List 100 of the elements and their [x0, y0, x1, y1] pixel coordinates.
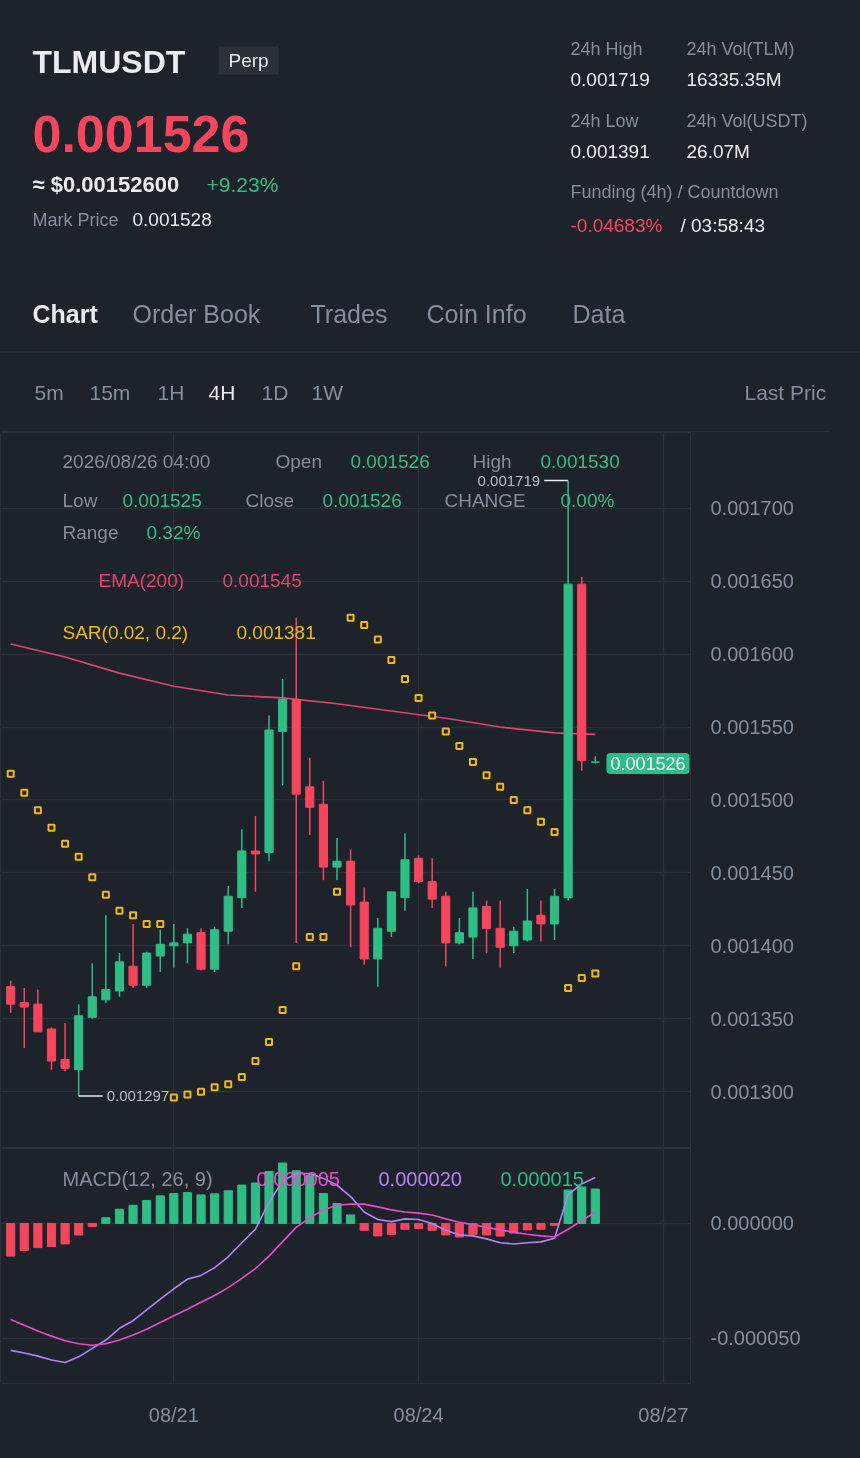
bar	[590, 1188, 600, 1224]
bar	[223, 1190, 233, 1224]
candlestick	[332, 837, 342, 881]
annotation: 0.32%	[146, 522, 201, 543]
point	[156, 919, 165, 928]
bar	[414, 1222, 424, 1230]
bar	[196, 1194, 206, 1224]
bar	[128, 1204, 138, 1224]
annotation: 0.001545	[222, 570, 302, 591]
text: Order Book	[132, 299, 261, 328]
point	[360, 620, 369, 629]
text: Coin Info	[426, 299, 527, 328]
bar	[155, 1195, 165, 1224]
point	[197, 1087, 206, 1096]
point	[61, 839, 70, 848]
text: 24h Low	[570, 110, 640, 131]
annotation: Low	[62, 490, 98, 511]
point	[550, 828, 559, 837]
point	[251, 1057, 260, 1066]
candlestick	[101, 914, 111, 1004]
candlestick	[522, 888, 532, 943]
line-series	[9, 643, 597, 736]
y-tick-label: 0.001650	[710, 570, 794, 593]
text: Funding (4h) / Countdown	[570, 181, 779, 202]
text: 15m	[89, 381, 131, 404]
bar	[237, 1184, 247, 1224]
bar	[373, 1222, 383, 1237]
point	[305, 933, 314, 942]
point	[400, 674, 409, 683]
bar	[400, 1222, 410, 1230]
point	[536, 817, 545, 826]
candlestick	[60, 1022, 70, 1072]
bar	[359, 1222, 369, 1231]
point	[142, 919, 151, 928]
candlestick	[19, 987, 29, 1049]
candlestick	[250, 815, 260, 893]
text: Mark Price	[32, 209, 119, 230]
point	[333, 887, 341, 896]
text: 0.001528	[132, 209, 212, 230]
bar	[522, 1222, 532, 1231]
point	[523, 806, 532, 815]
text: 0.001526	[32, 104, 250, 163]
bar	[19, 1222, 29, 1251]
text: +9.23%	[206, 173, 279, 196]
annotation: 0.001526	[322, 490, 402, 511]
bar	[182, 1192, 193, 1224]
bar	[87, 1222, 97, 1227]
text: Data	[572, 299, 626, 328]
point	[115, 906, 124, 915]
point	[346, 613, 355, 622]
point	[210, 1083, 219, 1092]
point	[292, 962, 301, 971]
candlestick	[6, 980, 16, 1014]
x-tick-label: 08/27	[638, 1403, 689, 1426]
candlestick	[414, 854, 424, 884]
point	[564, 984, 573, 993]
point	[101, 890, 110, 899]
annotation: 2026/08/26 04:00	[62, 451, 211, 472]
point	[265, 1038, 274, 1047]
x-tick-label: 08/24	[393, 1403, 444, 1426]
point	[482, 771, 491, 780]
text: -0.04683%	[570, 215, 663, 236]
candlestick	[427, 857, 437, 909]
annotation: 0.001525	[122, 490, 202, 511]
candlestick	[536, 899, 546, 943]
point	[88, 873, 97, 882]
point	[47, 823, 56, 832]
text: 4H	[208, 381, 236, 404]
point	[387, 655, 396, 664]
x-tick-label: 08/21	[148, 1403, 199, 1426]
point	[20, 788, 29, 797]
bar	[6, 1222, 16, 1257]
bar	[210, 1193, 220, 1224]
text: 26.07M	[686, 141, 750, 162]
point	[414, 693, 423, 702]
text: 1H	[157, 381, 185, 404]
candlestick	[454, 917, 464, 946]
text: 16335.35M	[686, 69, 782, 90]
annotation: 0.000015	[500, 1167, 584, 1190]
point	[319, 933, 328, 942]
candlestick	[87, 962, 97, 1020]
point	[33, 806, 42, 815]
annotation: Open	[275, 451, 322, 472]
point	[468, 758, 477, 767]
y-tick-label: 0.001600	[710, 643, 794, 666]
annotation: 0.001526	[350, 451, 430, 472]
annotation: High	[472, 451, 512, 472]
bar	[46, 1222, 57, 1247]
line-series	[9, 1203, 597, 1347]
annotation: CHANGE	[444, 490, 526, 511]
text: TLMUSDT	[32, 43, 186, 80]
point	[577, 973, 586, 982]
point	[509, 795, 518, 804]
candlestick	[495, 899, 505, 969]
line-series	[9, 1172, 597, 1364]
y-tick-label: 0.001400	[710, 934, 794, 957]
y-tick-label: 0.001550	[710, 716, 794, 739]
point	[455, 742, 464, 751]
text: 1D	[261, 381, 289, 404]
bar	[577, 1186, 587, 1224]
